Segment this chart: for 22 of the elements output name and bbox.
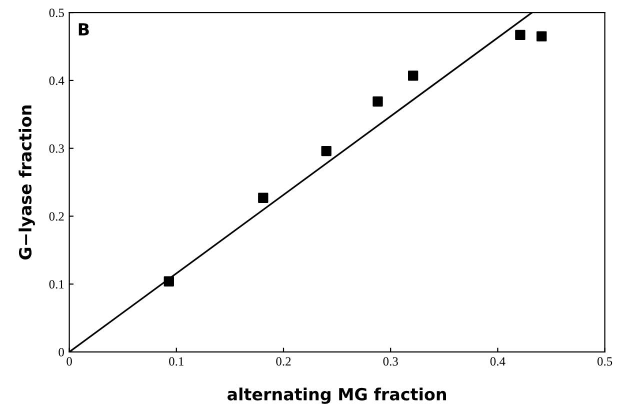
- point: [372, 96, 383, 107]
- y-tick-label: 0.1: [49, 280, 64, 289]
- x-axis-title: alternating MG fraction: [228, 388, 446, 404]
- annotation: B: [78, 23, 89, 36]
- x-tick-label: 0.3: [383, 357, 398, 366]
- x-tick-label: 0.2: [276, 357, 291, 366]
- point: [515, 30, 526, 40]
- y-tick-label: 0.2: [49, 212, 64, 221]
- point: [321, 146, 332, 156]
- x-tick-label: 0: [66, 357, 72, 366]
- y-tick-label: 0.3: [49, 144, 64, 153]
- x-tick-label: 0.4: [490, 357, 506, 366]
- y-tick-label: 0.5: [49, 8, 64, 18]
- y-tick-label: 0.4: [49, 76, 64, 85]
- x-tick-label: 0.1: [169, 357, 184, 366]
- y-axis-title: G−lyase fraction: [18, 106, 35, 260]
- point: [408, 70, 418, 81]
- point: [164, 276, 174, 286]
- point: [536, 31, 547, 42]
- point: [258, 192, 268, 203]
- y-tick-label: 0: [58, 348, 64, 356]
- x-tick-label: 0.5: [597, 357, 612, 366]
